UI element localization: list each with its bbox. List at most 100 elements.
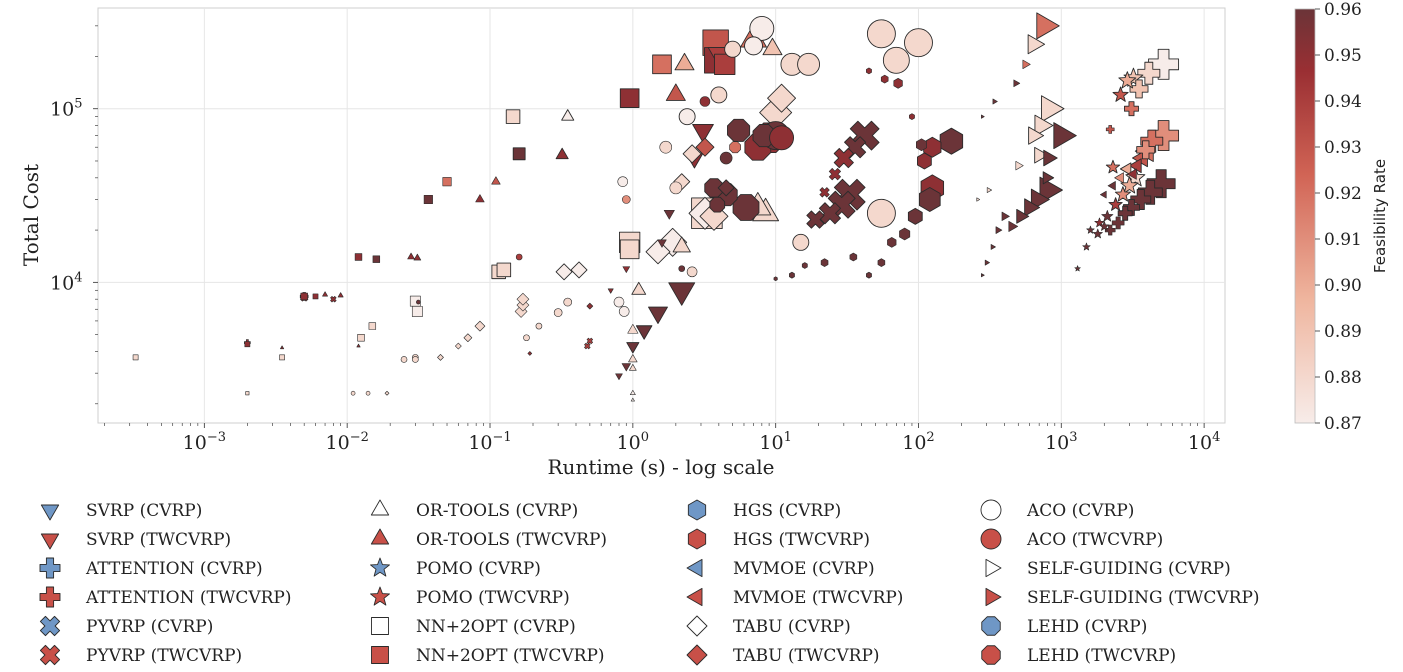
colorbar-tick-label: 0.92 <box>1324 184 1362 204</box>
data-point <box>729 141 741 154</box>
x-tick-label: 102 <box>902 430 934 454</box>
legend-item: ATTENTION (TWCVRP) <box>39 586 292 608</box>
data-point <box>1036 12 1060 40</box>
data-point <box>350 390 356 396</box>
data-point <box>866 67 872 75</box>
data-point <box>695 137 715 157</box>
data-point <box>527 351 533 356</box>
data-point <box>1127 168 1137 180</box>
legend-item: NN+2OPT (TWCVRP) <box>371 646 605 666</box>
colorbar-tick-label: 0.89 <box>1324 322 1362 342</box>
y-axis-ticks: 104 105 <box>50 25 98 405</box>
data-point <box>1016 208 1030 224</box>
data-point <box>491 176 501 185</box>
data-point <box>384 390 390 396</box>
colorbar-tick-label: 0.87 <box>1324 414 1362 434</box>
data-point <box>724 40 742 58</box>
legend-marker <box>981 645 1001 665</box>
data-point <box>412 356 419 363</box>
data-point <box>586 337 594 345</box>
data-point <box>1117 205 1133 221</box>
data-point <box>357 334 365 342</box>
data-point <box>615 373 623 381</box>
data-point <box>981 114 985 119</box>
data-point <box>981 273 985 278</box>
data-point <box>866 19 896 49</box>
legend-label: OR-TOOLS (TWCVRP) <box>416 530 607 550</box>
data-point <box>1001 211 1010 221</box>
legend-label: OR-TOOLS (CVRP) <box>416 501 578 521</box>
data-point <box>880 74 889 84</box>
legend-item: SELF-GUIDING (CVRP) <box>985 558 1231 579</box>
data-point <box>1114 172 1124 184</box>
colorbar-title: Feasibility Rate <box>1371 159 1389 273</box>
data-point <box>1039 176 1063 204</box>
colorbar-tick-label: 0.93 <box>1324 138 1362 158</box>
data-point <box>586 302 594 310</box>
data-point <box>496 262 512 278</box>
data-point <box>657 239 667 248</box>
data-point <box>365 390 371 396</box>
legend-item: OR-TOOLS (TWCVRP) <box>370 528 607 550</box>
data-point <box>984 259 990 266</box>
data-point <box>877 258 886 267</box>
data-point <box>300 292 308 301</box>
data-point <box>801 262 808 269</box>
legend-label: ACO (CVRP) <box>1026 501 1134 521</box>
data-point <box>322 291 328 297</box>
data-point <box>939 127 964 155</box>
data-point <box>1015 161 1024 171</box>
data-point <box>769 125 795 151</box>
data-point <box>627 323 639 334</box>
legend-item: OR-TOOLS (CVRP) <box>370 499 578 521</box>
legend-label: ATTENTION (TWCVRP) <box>85 588 292 608</box>
y-axis-title: Total Cost <box>19 164 43 266</box>
data-point <box>918 187 941 212</box>
legend-item: PYVRP (CVRP) <box>39 615 213 637</box>
legend-item: SVRP (TWCVRP) <box>40 530 231 550</box>
data-point <box>719 151 733 165</box>
legend-marker <box>39 644 61 666</box>
legend-marker <box>687 528 707 550</box>
data-point <box>1027 34 1046 55</box>
data-point <box>474 320 486 332</box>
legend-label: NN+2OPT (CVRP) <box>416 617 576 637</box>
data-point <box>563 297 573 307</box>
data-point <box>337 292 344 298</box>
data-point <box>699 96 711 107</box>
data-point <box>1041 95 1065 123</box>
legend-label: TABU (CVRP) <box>733 617 851 637</box>
data-point <box>1146 169 1176 199</box>
data-point <box>312 293 319 300</box>
data-point <box>535 322 543 330</box>
data-point <box>505 109 521 124</box>
x-tick-label: 10−2 <box>326 430 369 454</box>
data-point <box>727 118 751 142</box>
data-point <box>613 296 625 308</box>
legend-label: HGS (CVRP) <box>733 501 841 521</box>
data-point <box>1136 140 1156 160</box>
data-point <box>976 197 981 202</box>
data-point <box>1008 220 1019 232</box>
data-point <box>1128 158 1142 174</box>
data-point <box>629 364 637 371</box>
legend-item: TABU (CVRP) <box>686 615 851 637</box>
legend-item: HGS (CVRP) <box>687 499 841 521</box>
data-point <box>516 292 530 306</box>
data-point <box>244 341 251 348</box>
legend-marker <box>980 499 1002 521</box>
data-point <box>1130 189 1152 210</box>
data-point <box>797 52 821 76</box>
y-tick-label: 104 <box>50 270 82 294</box>
data-point <box>413 253 422 261</box>
legend-item: LEHD (TWCVRP) <box>981 645 1176 666</box>
legend-marker <box>371 617 389 635</box>
colorbar <box>1294 8 1316 424</box>
x-tick-label: 10−3 <box>183 430 226 454</box>
data-point <box>992 98 998 105</box>
data-point <box>1105 159 1121 174</box>
colorbar-ticks: 0.87 0.88 0.89 0.90 0.91 0.92 0.93 0.94 0.95 0.96 <box>1315 0 1362 434</box>
data-point <box>463 333 473 343</box>
x-axis-title: Runtime (s) - log scale <box>548 455 775 479</box>
